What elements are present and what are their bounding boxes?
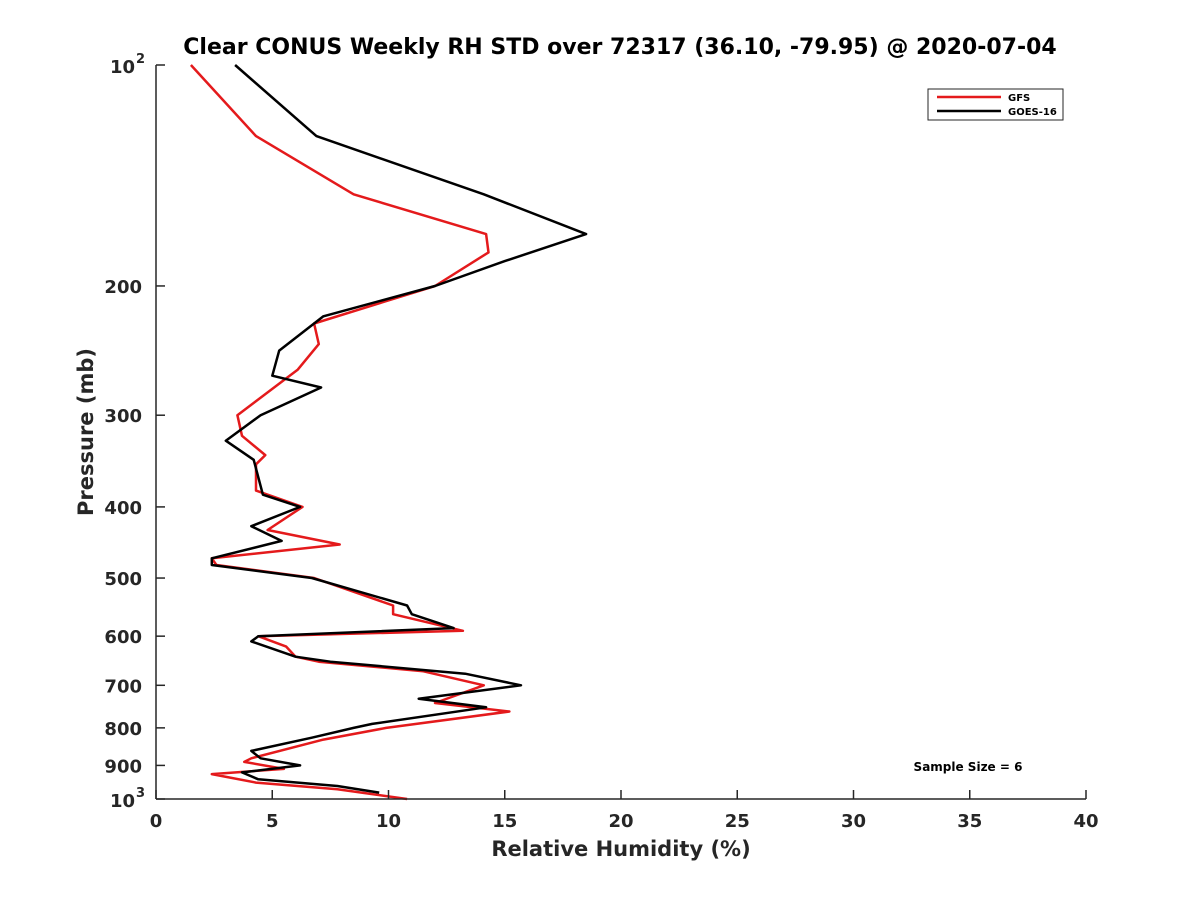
x-tick-label: 30 <box>841 811 866 832</box>
y-tick-label: 500 <box>104 569 142 590</box>
y-tick-label: 10 <box>110 57 135 78</box>
y-tick-label: 600 <box>104 627 142 648</box>
series-line-goes16 <box>210 64 588 794</box>
y-tick-label: 400 <box>104 498 142 519</box>
chart-title: Clear CONUS Weekly RH STD over 72317 (36… <box>183 35 1056 60</box>
x-ticks: 0 5 10 15 20 25 30 35 40 <box>150 790 1099 832</box>
y-tick-label: 800 <box>104 719 142 740</box>
y-tick-label: 700 <box>104 676 142 697</box>
y-tick-label: 10 <box>110 791 135 812</box>
series-line-gfs <box>189 64 511 801</box>
x-tick-label: 35 <box>957 811 982 832</box>
x-tick-label: 40 <box>1073 811 1098 832</box>
legend: GFS GOES-16 <box>927 88 1064 121</box>
y-axis-label: Pressure (mb) <box>74 348 98 516</box>
x-axis-label: Relative Humidity (%) <box>491 837 750 861</box>
x-tick-label: 15 <box>492 811 517 832</box>
y-tick-label: 900 <box>104 756 142 777</box>
x-tick-label: 20 <box>608 811 633 832</box>
legend-box <box>927 88 1064 121</box>
x-tick-label: 10 <box>376 811 401 832</box>
y-tick-exponent: 2 <box>136 52 145 67</box>
legend-label-goes16: GOES-16 <box>1008 107 1057 118</box>
sample-size-annotation: Sample Size = 6 <box>914 760 1023 774</box>
y-tick-exponent: 3 <box>136 786 145 801</box>
legend-label-gfs: GFS <box>1008 93 1030 104</box>
x-tick-label: 25 <box>725 811 750 832</box>
y-tick-label: 200 <box>104 277 142 298</box>
y-tick-label: 300 <box>104 406 142 427</box>
x-tick-label: 5 <box>266 811 279 832</box>
x-tick-label: 0 <box>150 811 163 832</box>
plot-lines <box>189 64 588 801</box>
